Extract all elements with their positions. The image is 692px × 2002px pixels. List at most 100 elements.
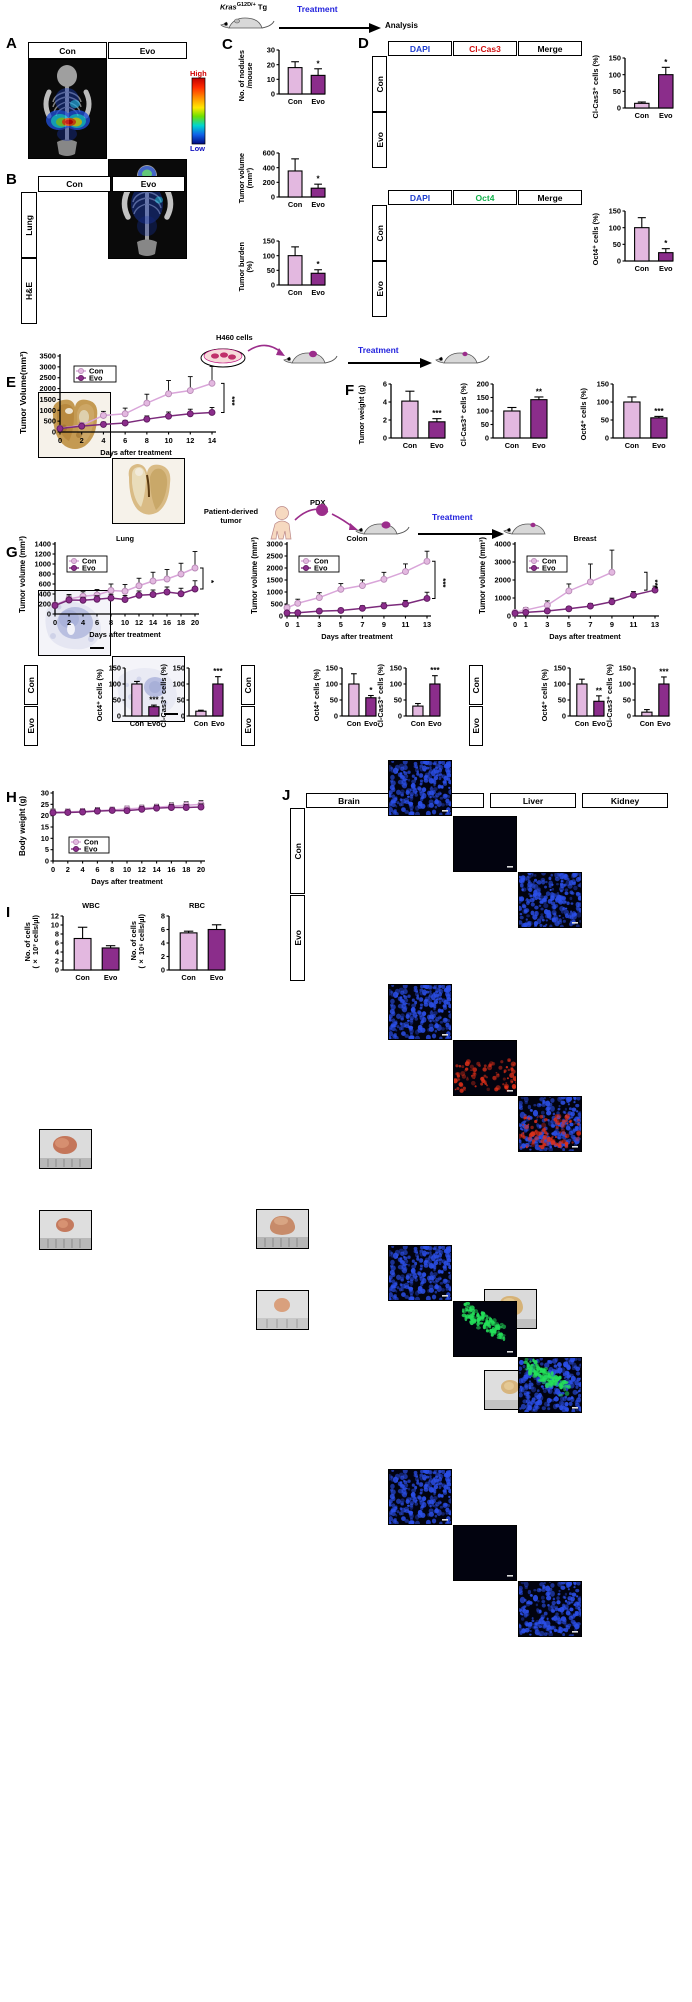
svg-text:Days after treatment: Days after treatment: [91, 877, 163, 886]
svg-text:Colon: Colon: [347, 534, 368, 543]
svg-text:Con: Con: [504, 441, 519, 450]
svg-text:12: 12: [50, 912, 58, 921]
panel-b-letter: B: [6, 171, 17, 188]
svg-text:Con: Con: [314, 556, 329, 565]
svg-text:***: ***: [438, 578, 447, 588]
svg-text:16: 16: [163, 618, 171, 627]
svg-text:25: 25: [41, 800, 49, 809]
svg-text:1: 1: [524, 620, 528, 629]
svg-text:*: *: [316, 175, 320, 184]
svg-text:0: 0: [117, 712, 121, 721]
svg-text:500: 500: [271, 600, 283, 609]
panel-i-letter: I: [6, 904, 11, 921]
svg-text:6: 6: [95, 865, 99, 874]
svg-text:100: 100: [618, 680, 630, 689]
g2-chart-oct4: Oct4⁺ cells (%) 0 50 100 150 Con Evo *: [312, 662, 380, 729]
svg-text:100: 100: [262, 251, 274, 260]
pet-color-scale: High Low: [190, 60, 230, 156]
svg-text:18: 18: [177, 618, 185, 627]
svg-text:50: 50: [613, 240, 621, 249]
g1-tumor-photo-con: [39, 1129, 92, 1169]
svg-text:9: 9: [382, 620, 386, 629]
svg-text:3000: 3000: [495, 558, 511, 567]
panel-g-chart-lung: Tumor volume (mm³) Lung 0 200 400 600 800 1000 1…: [18, 530, 215, 640]
panel-g-chart-colon: Tumor volume (mm³) Colon 0 500 1000 1500 2000 2…: [250, 530, 447, 642]
svg-text:1000: 1000: [495, 594, 511, 603]
svg-text:Days after treatment: Days after treatment: [549, 632, 621, 641]
d2-evo-dapi: [388, 1469, 452, 1525]
pdx-source-line2: tumor: [220, 515, 242, 525]
svg-text:0: 0: [485, 434, 489, 443]
svg-text:30: 30: [41, 789, 49, 798]
svg-text:20: 20: [191, 618, 199, 627]
axis-label: No. of cells (× 10³ cells/µl): [23, 914, 40, 969]
svg-text:Con: Con: [129, 719, 144, 728]
svg-text:1500: 1500: [40, 395, 56, 404]
culture-dish-glyph: [200, 348, 246, 368]
svg-text:6: 6: [54, 939, 58, 948]
svg-text:2: 2: [54, 957, 58, 966]
svg-text:400: 400: [39, 590, 51, 599]
svg-text:8: 8: [145, 436, 149, 445]
svg-text:Con: Con: [574, 719, 589, 728]
svg-text:7: 7: [588, 620, 592, 629]
panel-d-letter: D: [358, 35, 369, 52]
svg-text:0: 0: [398, 712, 402, 721]
d1-evo-dapi: [388, 984, 452, 1040]
svg-text:Evo: Evo: [657, 719, 671, 728]
panel-a-header-con: Con: [28, 42, 107, 59]
d1-con-merge: [518, 872, 582, 928]
svg-text:Con: Con: [410, 719, 425, 728]
svg-text:Con: Con: [193, 719, 208, 728]
svg-text:Con: Con: [639, 719, 654, 728]
svg-text:0: 0: [617, 257, 621, 266]
scale-low-label: Low: [190, 144, 205, 153]
g2-tumor-photo-evo: [256, 1290, 309, 1330]
svg-text:12: 12: [135, 618, 143, 627]
svg-text:2000: 2000: [495, 576, 511, 585]
svg-text:150: 150: [476, 393, 488, 402]
svg-text:1000: 1000: [35, 560, 51, 569]
panel-a-header-evo: Evo: [108, 42, 187, 59]
d2-evo-merge: [518, 1581, 582, 1637]
svg-text:Evo: Evo: [147, 719, 161, 728]
svg-text:2500: 2500: [267, 552, 283, 561]
svg-text:50: 50: [623, 696, 631, 705]
panel-e-chart: Tumor Volume(mm³) 0 500 1000 1500 2000 2500 300…: [18, 348, 236, 458]
svg-text:Evo: Evo: [209, 973, 223, 982]
treatment-arrow-label-mid: Treatment: [358, 345, 399, 355]
svg-text:5: 5: [339, 620, 343, 629]
svg-text:Evo: Evo: [592, 719, 606, 728]
svg-text:2: 2: [80, 436, 84, 445]
axis-label: Oct4⁺ cells (%): [579, 388, 588, 441]
svg-text:Con: Con: [84, 837, 99, 846]
svg-text:100: 100: [608, 70, 620, 79]
svg-text:***: ***: [213, 667, 223, 676]
svg-text:Evo: Evo: [103, 973, 117, 982]
panel-d2-header-oct4: Oct4: [453, 190, 517, 205]
svg-text:400: 400: [262, 163, 274, 172]
svg-text:0: 0: [383, 434, 387, 443]
panel-b-header-evo: Evo: [112, 176, 185, 192]
svg-text:Evo: Evo: [542, 563, 556, 572]
svg-text:1400: 1400: [35, 540, 51, 549]
panel-f-chart-weight: Tumor weight (g) 0 2 4 6 Con Evo ***: [357, 378, 449, 451]
svg-text:150: 150: [553, 664, 565, 673]
svg-text:6: 6: [160, 925, 164, 934]
svg-text:0: 0: [54, 966, 58, 975]
svg-text:600: 600: [39, 580, 51, 589]
axis-label: Cl-Cas3⁺ cells (%): [605, 663, 614, 728]
svg-text:18: 18: [182, 865, 190, 874]
axis-label: Oct4⁺ cells (%): [591, 213, 600, 266]
svg-text:2000: 2000: [40, 384, 56, 393]
panel-b-header-con: Con: [38, 176, 111, 192]
svg-text:0: 0: [47, 610, 51, 619]
axis-label: Tumor Volume(mm³): [18, 351, 28, 435]
svg-text:0: 0: [279, 612, 283, 621]
panel-g-letter: G: [6, 544, 18, 561]
g1-row-con: Con: [24, 665, 38, 705]
treatment-arrow-label: Treatment: [297, 4, 338, 14]
mouse-glyph: [220, 17, 275, 29]
svg-text:150: 150: [596, 380, 608, 389]
svg-text:50: 50: [601, 416, 609, 425]
